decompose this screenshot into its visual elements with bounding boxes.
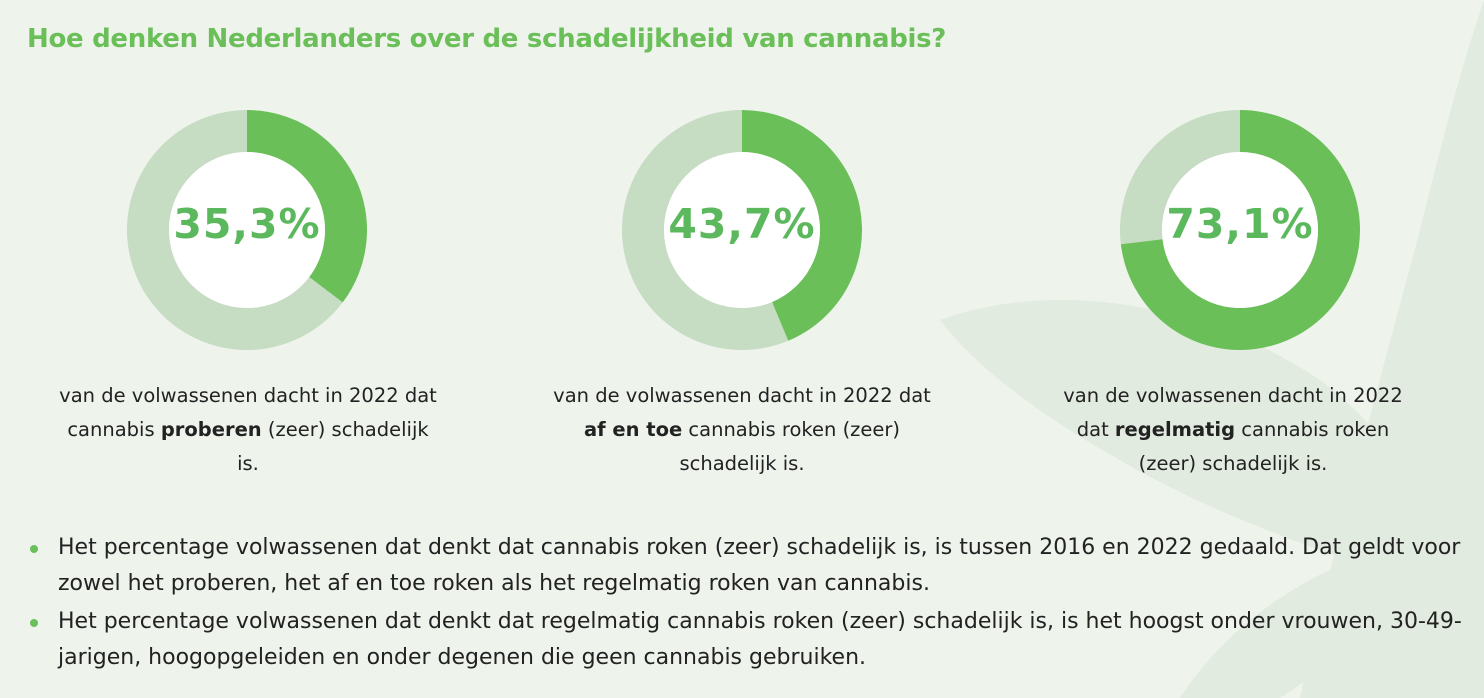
donut-caption-regelmatig: van de volwassenen dacht in 2022 dat reg… xyxy=(1063,384,1403,475)
donut-remainder-af-en-toe xyxy=(622,110,789,351)
donut-caption-af-en-toe: van de volwassenen dacht in 2022 dat af … xyxy=(553,384,931,475)
bullet-dot-icon xyxy=(30,619,38,627)
donut-value-label-regelmatig: 73,1% xyxy=(1166,200,1314,248)
donut-hole-af-en-toe xyxy=(664,152,820,308)
donut-hole-proberen xyxy=(169,152,325,308)
donut-value-label-af-en-toe: 43,7% xyxy=(668,200,816,248)
donut-slice-regelmatig xyxy=(1120,110,1360,350)
donut-remainder-proberen xyxy=(126,110,343,351)
list-item: Het percentage volwassenen dat denkt dat… xyxy=(26,604,1466,676)
findings-list: Het percentage volwassenen dat denkt dat… xyxy=(26,530,1466,678)
donut-slice-proberen xyxy=(247,110,367,303)
donut-value-label-proberen: 35,3% xyxy=(173,200,321,248)
donut-hole-regelmatig xyxy=(1162,152,1318,308)
donut-slice-af-en-toe xyxy=(742,110,863,341)
list-item: Het percentage volwassenen dat denkt dat… xyxy=(26,530,1466,602)
page-title: Hoe denken Nederlanders over de schadeli… xyxy=(27,24,947,54)
donut-caption-proberen: van de volwassenen dacht in 2022 dat can… xyxy=(59,384,437,475)
bullet-dot-icon xyxy=(30,545,38,553)
donut-remainder-regelmatig xyxy=(1120,110,1240,245)
